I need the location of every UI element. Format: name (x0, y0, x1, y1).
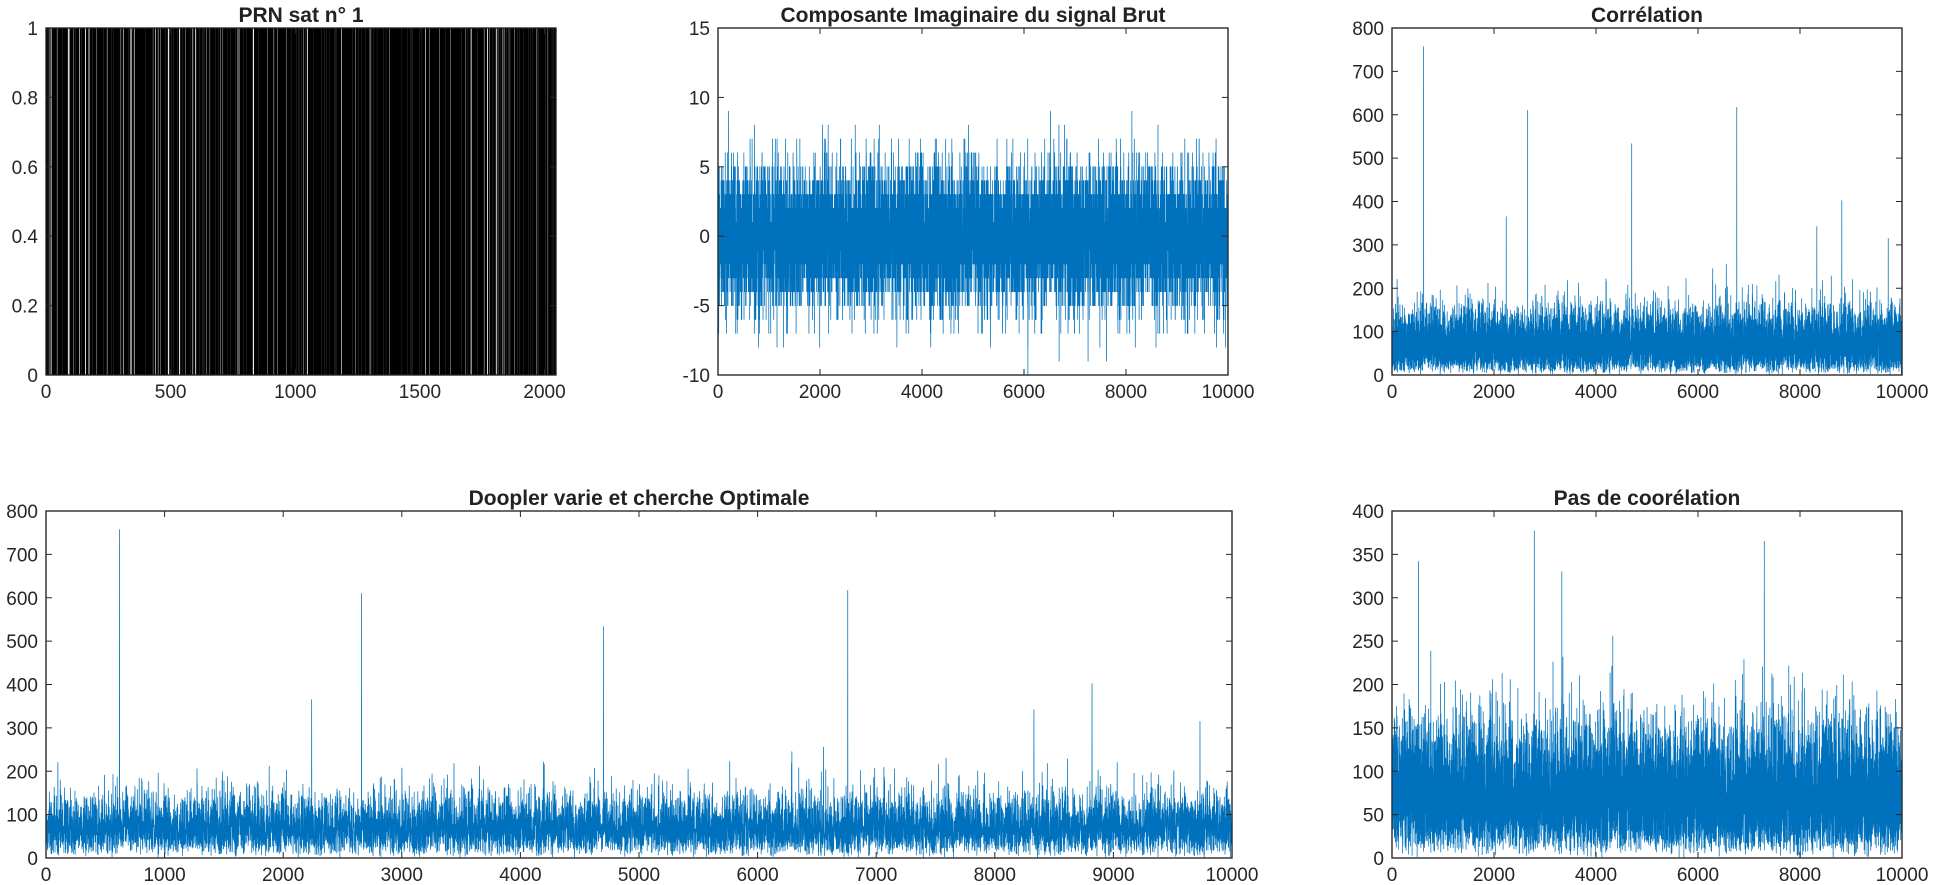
prn-y-tick-label: 0.6 (12, 158, 38, 179)
corr-x-tick-label: 2000 (1473, 382, 1515, 403)
doppler-x-tick-label: 8000 (974, 865, 1016, 885)
corr-signal-series (1392, 46, 1902, 375)
imag-x-tick-label: 10000 (1202, 382, 1255, 403)
imag-y-tick-label: -10 (683, 366, 710, 387)
corr-y-tick-label: 800 (1352, 19, 1384, 40)
doppler-signal-series (46, 529, 1232, 858)
doppler-y-tick-label: 700 (6, 545, 38, 566)
corr-y-tick-label: 700 (1352, 62, 1384, 83)
pas-signal-series (1392, 530, 1902, 858)
corr-x-tick-label: 0 (1387, 382, 1398, 403)
imag-chart: 0 2000 4000 6000 8000 10000 -10 -5 0 5 10 15 Composa… (683, 4, 1255, 403)
prn-x-tick-label: 0 (41, 382, 52, 403)
doppler-x-tick-label: 4000 (499, 865, 541, 885)
imag-x-tick-label: 4000 (901, 382, 943, 403)
corr-y-tick-label: 0 (1373, 366, 1384, 387)
imag-y-tick-label: 10 (689, 88, 710, 109)
doppler-chart: 0 1000 2000 3000 4000 5000 6000 7000 8000 9000 100… (6, 487, 1258, 885)
imag-x-tick-label: 0 (713, 382, 724, 403)
prn-y-tick-label: 0.4 (12, 227, 39, 248)
pas-x-tick-label: 2000 (1473, 865, 1515, 885)
pas-chart-title: Pas de coorélation (1554, 487, 1741, 510)
doppler-y-tick-label: 200 (6, 762, 38, 783)
corr-x-tick-label: 8000 (1779, 382, 1821, 403)
doppler-y-tick-label: 800 (6, 502, 38, 523)
corr-y-tick-label: 200 (1352, 279, 1384, 300)
corr-y-tick-label: 600 (1352, 106, 1384, 127)
pas-y-tick-label: 0 (1373, 849, 1384, 870)
doppler-y-tick-label: 600 (6, 589, 38, 610)
doppler-x-tick-label: 2000 (262, 865, 304, 885)
pas-y-tick-label: 50 (1363, 806, 1384, 827)
pas-x-tick-label: 6000 (1677, 865, 1719, 885)
doppler-y-tick-label: 0 (27, 849, 38, 870)
corr-chart: 0 2000 4000 6000 8000 10000 0 100 200 300 400 500 60… (1352, 4, 1928, 403)
prn-x-tick-label: 1000 (274, 382, 316, 403)
doppler-x-tick-label: 9000 (1092, 865, 1134, 885)
pas-chart: 0 2000 4000 6000 8000 10000 0 50 100 150 200 250 300… (1352, 487, 1928, 885)
doppler-x-tick-label: 0 (41, 865, 52, 885)
doppler-x-tick-label: 3000 (381, 865, 423, 885)
prn-y-tick-label: 0 (27, 366, 38, 387)
prn-chart: 0 500 1000 1500 2000 0 0.2 0.4 0.6 0.8 1 PRN sat n°… (12, 4, 566, 403)
pas-y-tick-label: 150 (1352, 719, 1384, 740)
corr-x-tick-label: 6000 (1677, 382, 1719, 403)
imag-x-tick-label: 8000 (1105, 382, 1147, 403)
imag-signal-series (718, 110, 1228, 375)
pas-x-tick-label: 4000 (1575, 865, 1617, 885)
doppler-y-tick-label: 400 (6, 676, 38, 697)
pas-y-tick-label: 250 (1352, 632, 1384, 653)
doppler-x-tick-label: 10000 (1206, 865, 1259, 885)
corr-x-tick-label: 10000 (1876, 382, 1929, 403)
prn-y-tick-label: 0.2 (12, 297, 38, 318)
doppler-y-tick-label: 300 (6, 719, 38, 740)
imag-chart-title: Composante Imaginaire du signal Brut (780, 4, 1165, 27)
prn-x-tick-label: 500 (155, 382, 187, 403)
corr-x-tick-label: 4000 (1575, 382, 1617, 403)
pas-x-tick-label: 8000 (1779, 865, 1821, 885)
doppler-x-tick-label: 6000 (736, 865, 778, 885)
imag-y-tick-label: -5 (693, 297, 710, 318)
doppler-y-tick-label: 500 (6, 632, 38, 653)
pas-y-tick-label: 100 (1352, 762, 1384, 783)
corr-y-tick-label: 400 (1352, 193, 1384, 214)
prn-x-tick-label: 2000 (523, 382, 565, 403)
corr-chart-title: Corrélation (1591, 4, 1703, 27)
pas-y-tick-label: 350 (1352, 545, 1384, 566)
pas-y-tick-label: 400 (1352, 502, 1384, 523)
doppler-x-tick-label: 7000 (855, 865, 897, 885)
doppler-y-tick-label: 100 (6, 806, 38, 827)
prn-chart-title: PRN sat n° 1 (238, 4, 363, 27)
prn-y-tick-label: 1 (27, 19, 38, 40)
imag-x-tick-label: 6000 (1003, 382, 1045, 403)
pas-x-tick-label: 10000 (1876, 865, 1929, 885)
doppler-chart-title: Doopler varie et cherche Optimale (469, 487, 810, 510)
imag-x-tick-label: 2000 (799, 382, 841, 403)
doppler-x-tick-label: 1000 (143, 865, 185, 885)
corr-y-tick-label: 100 (1352, 323, 1384, 344)
corr-y-tick-label: 500 (1352, 149, 1384, 170)
doppler-x-tick-label: 5000 (618, 865, 660, 885)
imag-y-tick-label: 15 (689, 19, 710, 40)
prn-code-series (46, 28, 556, 375)
pas-y-tick-label: 300 (1352, 589, 1384, 610)
prn-x-tick-label: 1500 (399, 382, 441, 403)
imag-y-tick-label: 5 (699, 158, 710, 179)
pas-y-tick-label: 200 (1352, 676, 1384, 697)
pas-x-tick-label: 0 (1387, 865, 1398, 885)
prn-y-tick-label: 0.8 (12, 88, 38, 109)
imag-y-tick-label: 0 (699, 227, 710, 248)
corr-y-tick-label: 300 (1352, 236, 1384, 257)
